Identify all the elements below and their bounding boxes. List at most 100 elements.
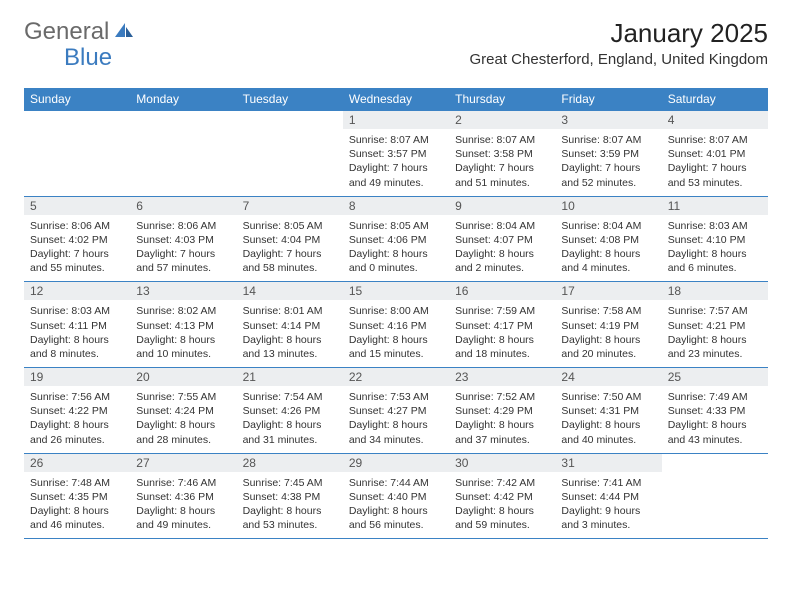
sunrise-line: Sunrise: 8:04 AM [455, 219, 549, 233]
sunrise-line: Sunrise: 7:41 AM [561, 476, 655, 490]
daylight-line: Daylight: 7 hours and 49 minutes. [349, 161, 443, 189]
sunrise-line: Sunrise: 8:00 AM [349, 304, 443, 318]
calendar-day-cell: 25Sunrise: 7:49 AMSunset: 4:33 PMDayligh… [662, 368, 768, 454]
calendar-day-cell: 11Sunrise: 8:03 AMSunset: 4:10 PMDayligh… [662, 196, 768, 282]
day-details: Sunrise: 7:48 AMSunset: 4:35 PMDaylight:… [24, 472, 130, 539]
daylight-line: Daylight: 8 hours and 26 minutes. [30, 418, 124, 446]
day-number: 9 [449, 197, 555, 215]
day-details: Sunrise: 8:07 AMSunset: 3:57 PMDaylight:… [343, 129, 449, 196]
sunset-line: Sunset: 4:35 PM [30, 490, 124, 504]
month-title: January 2025 [470, 18, 769, 49]
day-details: Sunrise: 7:49 AMSunset: 4:33 PMDaylight:… [662, 386, 768, 453]
calendar-day-cell: 12Sunrise: 8:03 AMSunset: 4:11 PMDayligh… [24, 282, 130, 368]
day-number: 23 [449, 368, 555, 386]
calendar-day-cell: 16Sunrise: 7:59 AMSunset: 4:17 PMDayligh… [449, 282, 555, 368]
calendar-week-row: 12Sunrise: 8:03 AMSunset: 4:11 PMDayligh… [24, 282, 768, 368]
day-details: Sunrise: 8:03 AMSunset: 4:11 PMDaylight:… [24, 300, 130, 367]
sunrise-line: Sunrise: 8:07 AM [561, 133, 655, 147]
sunset-line: Sunset: 4:14 PM [243, 319, 337, 333]
day-number: 29 [343, 454, 449, 472]
daylight-line: Daylight: 8 hours and 49 minutes. [136, 504, 230, 532]
day-number: 4 [662, 111, 768, 129]
day-number: 5 [24, 197, 130, 215]
day-details: Sunrise: 8:07 AMSunset: 3:58 PMDaylight:… [449, 129, 555, 196]
brand-part2: Blue [64, 44, 112, 71]
sunrise-line: Sunrise: 7:56 AM [30, 390, 124, 404]
day-details: Sunrise: 8:06 AMSunset: 4:03 PMDaylight:… [130, 215, 236, 282]
calendar-table: SundayMondayTuesdayWednesdayThursdayFrid… [24, 88, 768, 539]
calendar-day-cell: 23Sunrise: 7:52 AMSunset: 4:29 PMDayligh… [449, 368, 555, 454]
calendar-week-row: 26Sunrise: 7:48 AMSunset: 4:35 PMDayligh… [24, 453, 768, 539]
daylight-line: Daylight: 8 hours and 8 minutes. [30, 333, 124, 361]
daylight-line: Daylight: 7 hours and 51 minutes. [455, 161, 549, 189]
day-number: 6 [130, 197, 236, 215]
day-details: Sunrise: 7:52 AMSunset: 4:29 PMDaylight:… [449, 386, 555, 453]
day-details: Sunrise: 8:07 AMSunset: 4:01 PMDaylight:… [662, 129, 768, 196]
daylight-line: Daylight: 8 hours and 40 minutes. [561, 418, 655, 446]
sunset-line: Sunset: 4:08 PM [561, 233, 655, 247]
sunset-line: Sunset: 4:24 PM [136, 404, 230, 418]
calendar-day-cell: 20Sunrise: 7:55 AMSunset: 4:24 PMDayligh… [130, 368, 236, 454]
daylight-line: Daylight: 8 hours and 10 minutes. [136, 333, 230, 361]
calendar-day-cell: 28Sunrise: 7:45 AMSunset: 4:38 PMDayligh… [237, 453, 343, 539]
calendar-day-cell: 26Sunrise: 7:48 AMSunset: 4:35 PMDayligh… [24, 453, 130, 539]
sunset-line: Sunset: 4:31 PM [561, 404, 655, 418]
sunrise-line: Sunrise: 8:03 AM [30, 304, 124, 318]
sunrise-line: Sunrise: 8:07 AM [455, 133, 549, 147]
weekday-header: Saturday [662, 88, 768, 111]
day-number: 22 [343, 368, 449, 386]
day-number: 15 [343, 282, 449, 300]
day-details: Sunrise: 7:45 AMSunset: 4:38 PMDaylight:… [237, 472, 343, 539]
sunrise-line: Sunrise: 7:48 AM [30, 476, 124, 490]
location-label: Great Chesterford, England, United Kingd… [470, 51, 769, 68]
day-details: Sunrise: 8:05 AMSunset: 4:04 PMDaylight:… [237, 215, 343, 282]
sunrise-line: Sunrise: 7:54 AM [243, 390, 337, 404]
calendar-day-cell [662, 453, 768, 539]
calendar-day-cell: 9Sunrise: 8:04 AMSunset: 4:07 PMDaylight… [449, 196, 555, 282]
sunrise-line: Sunrise: 8:06 AM [30, 219, 124, 233]
day-number: 13 [130, 282, 236, 300]
sunrise-line: Sunrise: 8:07 AM [668, 133, 762, 147]
calendar-day-cell: 4Sunrise: 8:07 AMSunset: 4:01 PMDaylight… [662, 111, 768, 197]
daylight-line: Daylight: 8 hours and 4 minutes. [561, 247, 655, 275]
calendar-day-cell: 17Sunrise: 7:58 AMSunset: 4:19 PMDayligh… [555, 282, 661, 368]
daylight-line: Daylight: 8 hours and 2 minutes. [455, 247, 549, 275]
daylight-line: Daylight: 7 hours and 52 minutes. [561, 161, 655, 189]
day-details: Sunrise: 7:59 AMSunset: 4:17 PMDaylight:… [449, 300, 555, 367]
day-details: Sunrise: 8:03 AMSunset: 4:10 PMDaylight:… [662, 215, 768, 282]
sunrise-line: Sunrise: 7:55 AM [136, 390, 230, 404]
day-details: Sunrise: 8:05 AMSunset: 4:06 PMDaylight:… [343, 215, 449, 282]
day-number: 12 [24, 282, 130, 300]
day-number: 25 [662, 368, 768, 386]
sunrise-line: Sunrise: 7:52 AM [455, 390, 549, 404]
day-details: Sunrise: 7:58 AMSunset: 4:19 PMDaylight:… [555, 300, 661, 367]
sunset-line: Sunset: 4:06 PM [349, 233, 443, 247]
weekday-header: Sunday [24, 88, 130, 111]
day-details: Sunrise: 7:57 AMSunset: 4:21 PMDaylight:… [662, 300, 768, 367]
day-number: 31 [555, 454, 661, 472]
day-number: 17 [555, 282, 661, 300]
day-details: Sunrise: 7:56 AMSunset: 4:22 PMDaylight:… [24, 386, 130, 453]
day-details: Sunrise: 7:42 AMSunset: 4:42 PMDaylight:… [449, 472, 555, 539]
daylight-line: Daylight: 8 hours and 15 minutes. [349, 333, 443, 361]
daylight-line: Daylight: 8 hours and 31 minutes. [243, 418, 337, 446]
sunset-line: Sunset: 4:21 PM [668, 319, 762, 333]
weekday-header: Thursday [449, 88, 555, 111]
calendar-day-cell: 19Sunrise: 7:56 AMSunset: 4:22 PMDayligh… [24, 368, 130, 454]
day-number: 21 [237, 368, 343, 386]
sunset-line: Sunset: 3:57 PM [349, 147, 443, 161]
calendar-day-cell [237, 111, 343, 197]
calendar-day-cell: 21Sunrise: 7:54 AMSunset: 4:26 PMDayligh… [237, 368, 343, 454]
calendar-day-cell [130, 111, 236, 197]
daylight-line: Daylight: 7 hours and 53 minutes. [668, 161, 762, 189]
brand-logo: General [24, 18, 137, 46]
daylight-line: Daylight: 8 hours and 28 minutes. [136, 418, 230, 446]
sunset-line: Sunset: 4:13 PM [136, 319, 230, 333]
day-number: 28 [237, 454, 343, 472]
daylight-line: Daylight: 8 hours and 20 minutes. [561, 333, 655, 361]
daylight-line: Daylight: 8 hours and 53 minutes. [243, 504, 337, 532]
weekday-header: Wednesday [343, 88, 449, 111]
sunset-line: Sunset: 4:04 PM [243, 233, 337, 247]
day-details: Sunrise: 8:04 AMSunset: 4:07 PMDaylight:… [449, 215, 555, 282]
day-details: Sunrise: 7:50 AMSunset: 4:31 PMDaylight:… [555, 386, 661, 453]
